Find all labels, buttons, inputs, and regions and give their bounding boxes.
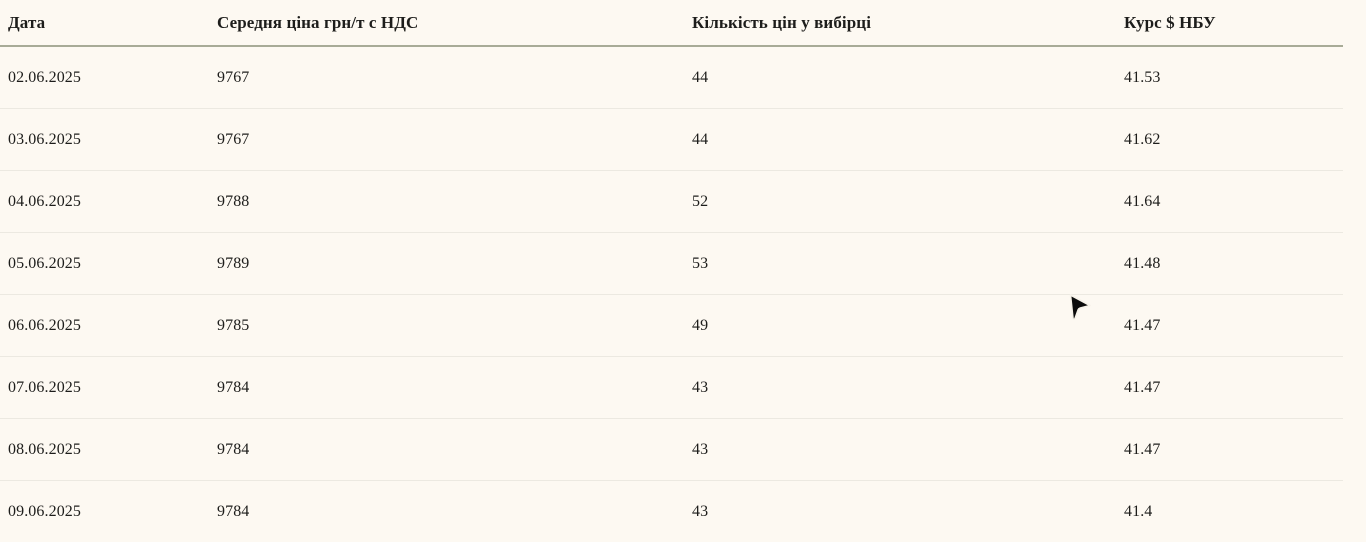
table-row: 06.06.2025 9785 49 41.47 [0,295,1343,357]
table-row: 03.06.2025 9767 44 41.62 [0,109,1343,171]
cell-sample-count: 44 [684,109,1116,171]
cell-usd-rate: 41.47 [1116,419,1343,481]
column-header-date: Дата [0,0,209,46]
column-header-avg-price: Середня ціна грн/т с НДС [209,0,684,46]
cell-date: 06.06.2025 [0,295,209,357]
cell-date: 02.06.2025 [0,46,209,109]
header-row: Дата Середня ціна грн/т с НДС Кількість … [0,0,1343,46]
cell-usd-rate: 41.64 [1116,171,1343,233]
cell-sample-count: 43 [684,357,1116,419]
cell-avg-price: 9788 [209,171,684,233]
cell-usd-rate: 41.48 [1116,233,1343,295]
cell-usd-rate: 41.47 [1116,357,1343,419]
cell-date: 08.06.2025 [0,419,209,481]
cell-avg-price: 9767 [209,46,684,109]
cell-usd-rate: 41.53 [1116,46,1343,109]
cell-sample-count: 43 [684,419,1116,481]
cell-usd-rate: 41.47 [1116,295,1343,357]
cell-sample-count: 52 [684,171,1116,233]
table-row: 08.06.2025 9784 43 41.47 [0,419,1343,481]
cell-date: 04.06.2025 [0,171,209,233]
cell-sample-count: 44 [684,46,1116,109]
cell-sample-count: 49 [684,295,1116,357]
cell-avg-price: 9767 [209,109,684,171]
cell-date: 03.06.2025 [0,109,209,171]
table-row: 05.06.2025 9789 53 41.48 [0,233,1343,295]
table-row: 07.06.2025 9784 43 41.47 [0,357,1343,419]
table-body: 02.06.2025 9767 44 41.53 03.06.2025 9767… [0,46,1343,542]
cell-avg-price: 9784 [209,419,684,481]
cell-avg-price: 9784 [209,357,684,419]
table-row: 04.06.2025 9788 52 41.64 [0,171,1343,233]
cell-date: 05.06.2025 [0,233,209,295]
cell-usd-rate: 41.62 [1116,109,1343,171]
column-header-usd-rate: Курс $ НБУ [1116,0,1343,46]
cell-avg-price: 9789 [209,233,684,295]
table-row: 02.06.2025 9767 44 41.53 [0,46,1343,109]
cell-avg-price: 9785 [209,295,684,357]
cell-sample-count: 53 [684,233,1116,295]
column-header-sample-count: Кількість цін у вибірці [684,0,1116,46]
table-header: Дата Середня ціна грн/т с НДС Кількість … [0,0,1343,46]
cell-date: 07.06.2025 [0,357,209,419]
